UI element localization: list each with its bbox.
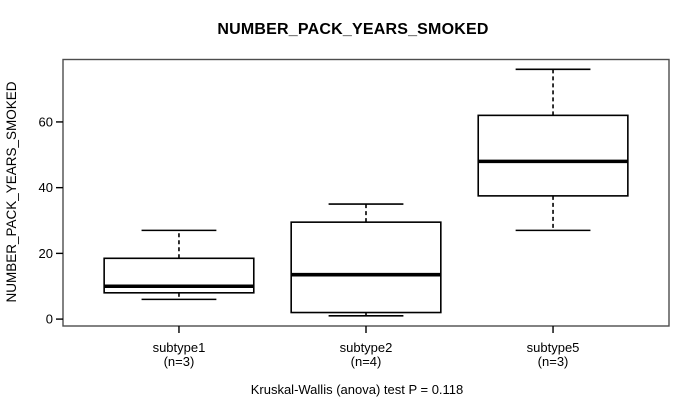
group-label: subtype2 [340,340,393,355]
y-axis-label: NUMBER_PACK_YEARS_SMOKED [4,81,19,302]
y-tick-label: 20 [39,246,53,261]
chart-title: NUMBER_PACK_YEARS_SMOKED [217,21,488,38]
y-tick-label: 60 [39,114,53,129]
group-label: subtype5 [527,340,580,355]
group-n-label: (n=4) [351,354,382,369]
stat-test-caption: Kruskal-Wallis (anova) test P = 0.118 [251,382,464,397]
group-n-label: (n=3) [164,354,195,369]
group-label: subtype1 [153,340,206,355]
y-tick-label: 0 [46,312,53,327]
iqr-box [290,221,442,314]
group-n-label: (n=3) [538,354,569,369]
iqr-box [477,114,629,197]
y-tick-label: 40 [39,180,53,195]
plot-area: 0204060subtype1(n=3)subtype2(n=4)subtype… [39,58,670,369]
